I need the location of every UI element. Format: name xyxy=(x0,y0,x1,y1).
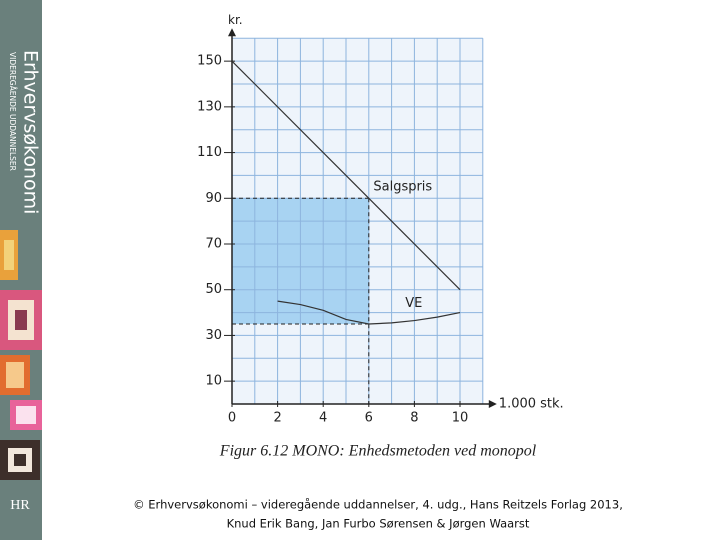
y-tick-label: 130 xyxy=(197,99,222,114)
sidebar-title: Erhvervsøkonomi xyxy=(20,50,42,214)
x-tick-label: 10 xyxy=(452,411,469,426)
x-tick-label: 6 xyxy=(365,411,373,426)
caption: Figur 6.12 MONO: Enhedsmetoden ved monop… xyxy=(219,443,537,460)
y-tick-label: 150 xyxy=(197,54,222,69)
series-line xyxy=(277,300,461,325)
footer-line: Knud Erik Bang, Jan Furbo Sørensen & Jør… xyxy=(227,517,530,531)
y-tick-label: 90 xyxy=(205,191,222,206)
x-axis-label: 1.000 stk. xyxy=(499,397,564,412)
x-tick-label: 0 xyxy=(228,411,236,426)
x-tick-label: 2 xyxy=(273,411,281,426)
x-tick-label: 4 xyxy=(319,411,327,426)
y-tick-label: 30 xyxy=(205,328,222,343)
y-tick-label: 50 xyxy=(205,282,222,297)
sidebar-subtitle: VIDEREGÅENDE UDDANNELSER xyxy=(8,52,17,171)
y-axis-label: kr. xyxy=(228,13,243,27)
series-line xyxy=(231,60,461,291)
series-label: Salgspris xyxy=(373,179,432,194)
series-label: VE xyxy=(405,296,422,311)
logo: HR xyxy=(10,498,30,513)
y-tick-label: 70 xyxy=(205,237,222,252)
footer-line: © Erhvervsøkonomi – videregående uddanne… xyxy=(133,498,623,512)
y-tick-label: 110 xyxy=(197,145,222,160)
x-tick-label: 8 xyxy=(410,411,418,426)
y-axis-arrow xyxy=(228,28,236,37)
y-tick-label: 10 xyxy=(205,374,222,389)
sidebar-pattern xyxy=(0,230,42,480)
x-axis-arrow xyxy=(488,400,497,408)
